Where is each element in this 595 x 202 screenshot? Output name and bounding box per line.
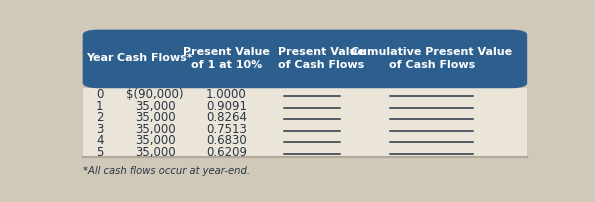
FancyBboxPatch shape	[83, 31, 527, 89]
Text: Present Value
of 1 at 10%: Present Value of 1 at 10%	[183, 47, 270, 69]
Text: 35,000: 35,000	[134, 134, 176, 147]
Text: 3: 3	[96, 122, 104, 135]
Text: 35,000: 35,000	[134, 99, 176, 112]
Text: 0: 0	[96, 88, 104, 101]
Bar	[83, 89, 527, 157]
Text: Year: Year	[86, 53, 114, 63]
Text: 2: 2	[96, 111, 104, 124]
Text: 0.6830: 0.6830	[206, 134, 247, 147]
Text: 0.7513: 0.7513	[206, 122, 247, 135]
Text: Cash Flows*: Cash Flows*	[117, 53, 193, 63]
Text: 35,000: 35,000	[134, 111, 176, 124]
Text: 5: 5	[96, 145, 104, 158]
Text: 0.9091: 0.9091	[206, 99, 247, 112]
Text: Present Value
of Cash Flows: Present Value of Cash Flows	[278, 47, 365, 69]
Text: $(90,000): $(90,000)	[126, 88, 184, 101]
Text: *All cash flows occur at year-end.: *All cash flows occur at year-end.	[83, 165, 250, 175]
Text: 0.8264: 0.8264	[206, 111, 247, 124]
Text: 35,000: 35,000	[134, 122, 176, 135]
Text: Cumulative Present Value
of Cash Flows: Cumulative Present Value of Cash Flows	[351, 47, 512, 69]
Text: 0.6209: 0.6209	[206, 145, 247, 158]
Text: 4: 4	[96, 134, 104, 147]
Text: 1: 1	[96, 99, 104, 112]
Text: 35,000: 35,000	[134, 145, 176, 158]
Text: 1.0000: 1.0000	[206, 88, 247, 101]
